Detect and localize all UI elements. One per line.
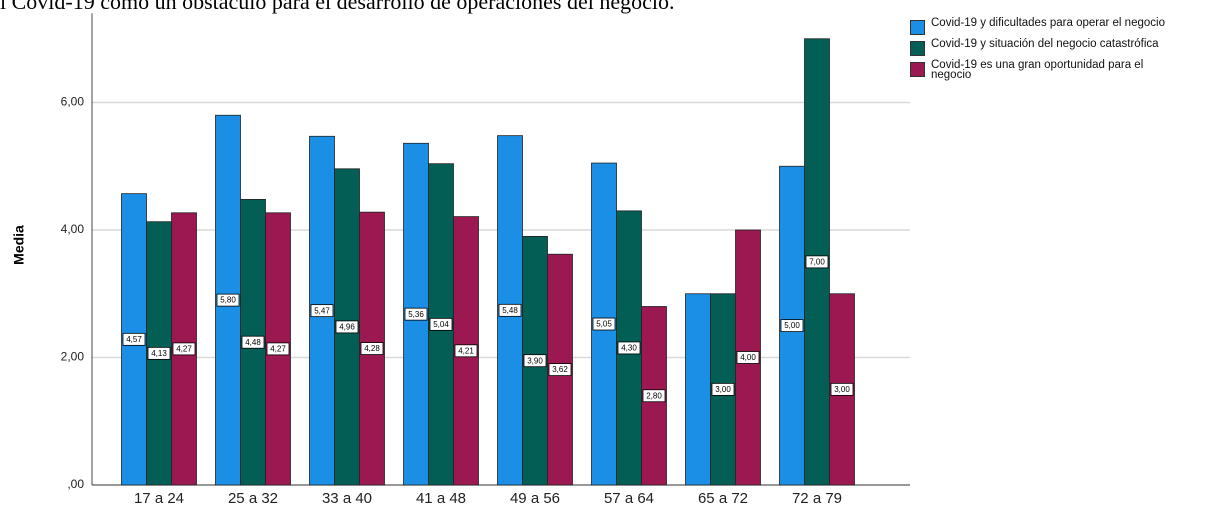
x-tick-label: 33 a 40 bbox=[322, 490, 372, 507]
y-tick-label: ,00 bbox=[67, 477, 84, 491]
value-label: 3,62 bbox=[552, 365, 568, 374]
x-tick-label: 57 a 64 bbox=[604, 490, 654, 507]
y-axis-label: Media bbox=[11, 225, 27, 265]
value-label: 4,57 bbox=[126, 335, 142, 344]
bar bbox=[685, 293, 711, 486]
value-label: 3,90 bbox=[527, 356, 543, 365]
value-label: 5,80 bbox=[220, 296, 236, 305]
value-label-box bbox=[523, 354, 547, 368]
x-tick-label: 25 a 32 bbox=[228, 490, 278, 507]
value-label-box bbox=[310, 304, 334, 318]
legend-item: Covid-19 es una gran oportunidad para el… bbox=[910, 59, 1175, 81]
value-label-box bbox=[642, 389, 666, 403]
value-label: 5,00 bbox=[784, 321, 800, 330]
value-label: 4,27 bbox=[176, 345, 192, 354]
legend-item: Covid-19 y situación del negocio catastr… bbox=[910, 38, 1175, 56]
x-tick-label: 49 a 56 bbox=[510, 490, 560, 507]
value-label: 3,00 bbox=[834, 385, 850, 394]
value-label-box bbox=[711, 382, 735, 396]
value-label-box bbox=[830, 382, 854, 396]
value-label-box bbox=[780, 319, 804, 333]
value-label: 4,30 bbox=[621, 344, 637, 353]
value-label: 5,48 bbox=[502, 306, 518, 315]
value-label-box bbox=[216, 293, 240, 307]
legend-item: Covid-19 y dificultades para operar el n… bbox=[910, 17, 1175, 35]
y-tick-label: 2,00 bbox=[61, 350, 85, 364]
legend-swatch bbox=[910, 62, 925, 77]
legend-label: Covid-19 y dificultades para operar el n… bbox=[931, 17, 1165, 29]
value-label-box bbox=[617, 341, 641, 355]
value-label-box bbox=[172, 342, 196, 356]
value-label-box bbox=[266, 342, 290, 356]
x-tick-label: 17 a 24 bbox=[134, 490, 184, 507]
value-label: 4,00 bbox=[740, 353, 756, 362]
value-label: 4,13 bbox=[151, 349, 167, 358]
value-label: 4,27 bbox=[270, 345, 286, 354]
value-label-box bbox=[429, 317, 453, 331]
value-label: 4,48 bbox=[245, 338, 261, 347]
value-label-box bbox=[122, 332, 146, 346]
value-label: 4,28 bbox=[364, 344, 380, 353]
value-label: 4,21 bbox=[458, 346, 474, 355]
value-label: 5,36 bbox=[408, 310, 424, 319]
legend: Covid-19 y dificultades para operar el n… bbox=[910, 17, 1175, 84]
value-label-box bbox=[498, 303, 522, 317]
value-label: 7,00 bbox=[809, 257, 825, 266]
value-label-box bbox=[335, 320, 359, 334]
x-tick-label: 65 a 72 bbox=[698, 490, 748, 507]
y-tick-label: 4,00 bbox=[61, 222, 85, 236]
value-label-box bbox=[805, 255, 829, 269]
legend-label: Covid-19 es una gran oportunidad para el… bbox=[931, 59, 1144, 81]
value-label-box bbox=[736, 351, 760, 364]
legend-swatch bbox=[910, 20, 925, 35]
value-label-box bbox=[241, 335, 265, 349]
x-tick-label: 72 a 79 bbox=[792, 490, 842, 507]
value-label-box bbox=[592, 317, 616, 331]
value-label: 5,05 bbox=[596, 320, 612, 329]
value-label: 5,47 bbox=[314, 306, 330, 315]
value-label-box bbox=[548, 363, 572, 377]
value-label-box bbox=[454, 344, 478, 358]
value-label: 2,80 bbox=[646, 391, 662, 400]
value-label: 3,00 bbox=[715, 385, 731, 394]
value-label-box bbox=[360, 342, 384, 355]
y-tick-label: 6,00 bbox=[61, 95, 85, 109]
legend-swatch bbox=[910, 41, 925, 56]
value-label-box bbox=[147, 346, 171, 360]
value-label: 5,04 bbox=[433, 320, 449, 329]
value-label-box bbox=[404, 307, 428, 321]
legend-label: Covid-19 y situación del negocio catastr… bbox=[931, 38, 1159, 50]
x-tick-label: 41 a 48 bbox=[416, 490, 466, 507]
value-label: 4,96 bbox=[339, 323, 355, 332]
chart-title: l Covid-19 como un obstáculo para el des… bbox=[0, 0, 674, 14]
